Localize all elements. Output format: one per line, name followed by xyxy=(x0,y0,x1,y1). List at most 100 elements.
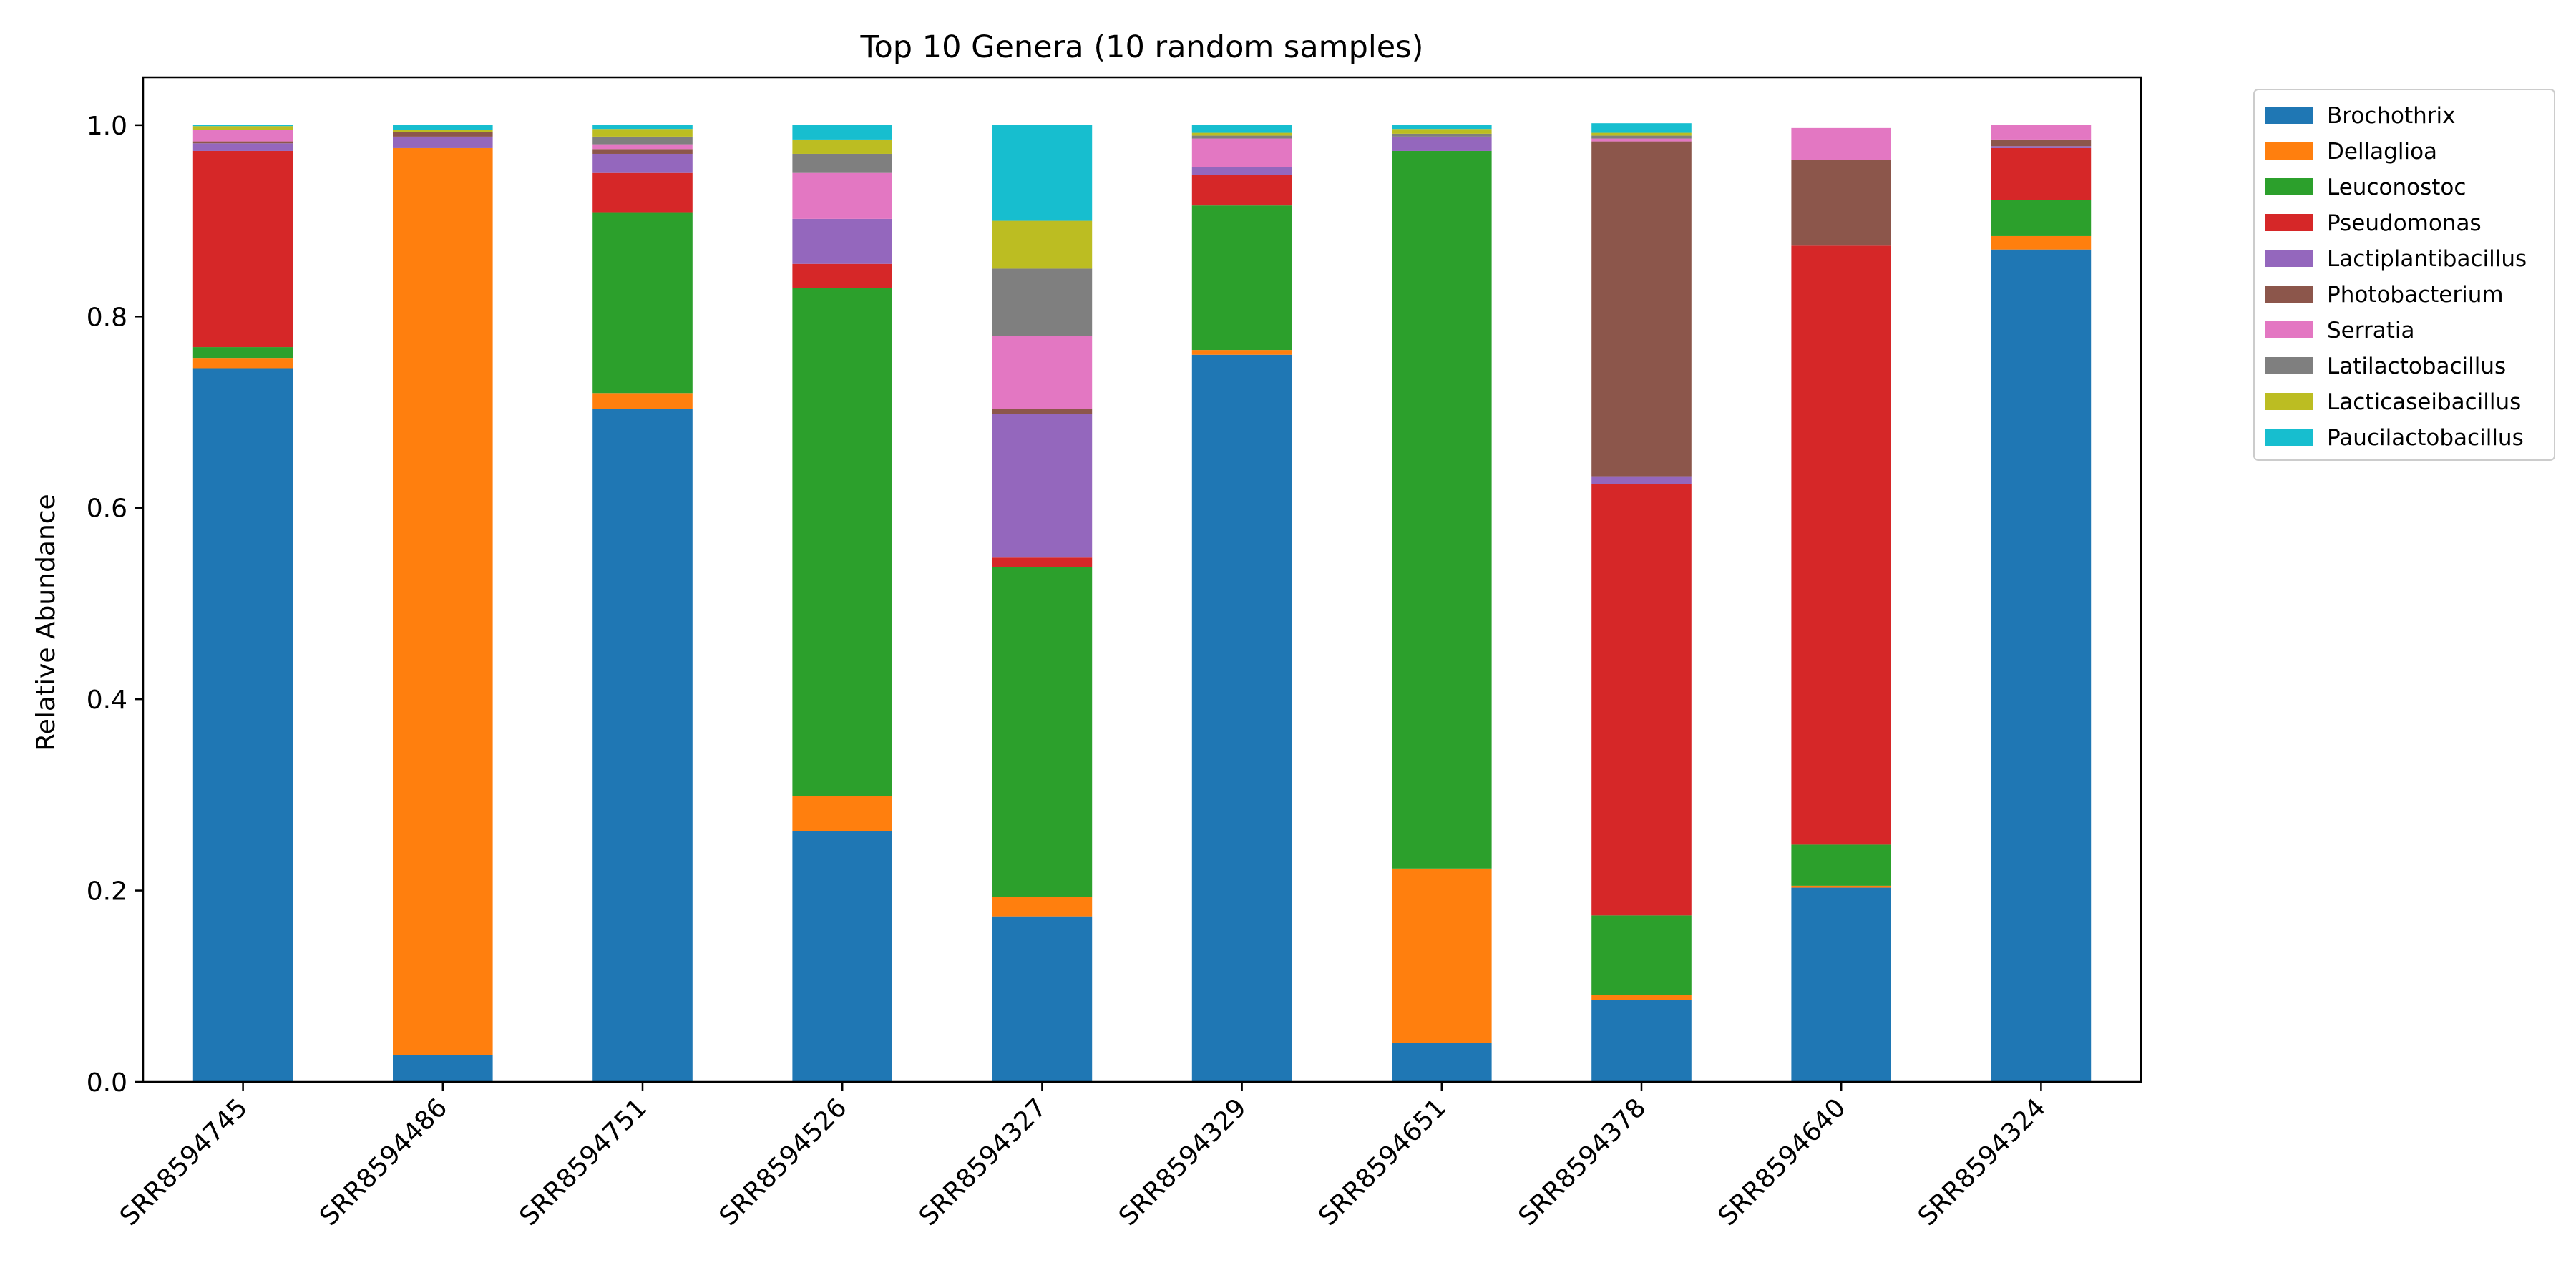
bar-segment-SRR8594745-pseudomonas xyxy=(192,150,293,348)
bar-segment-SRR8594324-brochothrix xyxy=(1991,249,2092,1083)
legend-label-serratia: Serratia xyxy=(2327,318,2414,343)
legend-swatch-serratia xyxy=(2265,321,2313,338)
bar-segment-SRR8594745-lacticaseibacillus xyxy=(192,126,293,130)
bar-segment-SRR8594329-pseudomonas xyxy=(1191,175,1292,206)
bar-segment-SRR8594378-lacticaseibacillus xyxy=(1591,132,1692,136)
bar-segment-SRR8594329-paucilactobacillus xyxy=(1191,125,1292,133)
legend-swatch-photobacterium xyxy=(2265,286,2313,303)
y-axis-label: Relative Abundance xyxy=(31,494,61,751)
bar-segment-SRR8594745-dellaglioa xyxy=(192,358,293,369)
bar-segment-SRR8594486-dellaglioa xyxy=(393,147,493,1055)
legend-label-lactiplantibacillus: Lactiplantibacillus xyxy=(2327,246,2527,272)
y-tick-label: 0.4 xyxy=(87,686,127,715)
bar-segment-SRR8594640-serratia xyxy=(1791,127,1891,160)
bar-segment-SRR8594378-latilactobacillus xyxy=(1591,135,1692,139)
bar-segment-SRR8594329-brochothrix xyxy=(1191,354,1292,1082)
bar-segment-SRR8594745-lactiplantibacillus xyxy=(192,143,293,151)
bar-segment-SRR8594327-photobacterium xyxy=(992,409,1093,414)
bar-segment-SRR8594378-lactiplantibacillus xyxy=(1591,476,1692,484)
bar-segment-SRR8594751-photobacterium xyxy=(592,149,693,154)
legend: Brochothrix Dellaglioa Leuconostoc Pseudomo… xyxy=(2253,89,2555,461)
legend-swatch-latilactobacillus xyxy=(2265,357,2313,374)
bar-segment-SRR8594651-latilactobacillus xyxy=(1392,133,1492,137)
bar-segment-SRR8594327-leuconostoc xyxy=(992,567,1093,897)
legend-label-pseudomonas: Pseudomonas xyxy=(2327,210,2482,236)
y-tick-label: 0.2 xyxy=(87,877,127,907)
bar-segment-SRR8594526-lactiplantibacillus xyxy=(792,218,892,264)
bar-segment-SRR8594486-lactiplantibacillus xyxy=(393,136,493,148)
chart-title: Top 10 Genera (10 random samples) xyxy=(860,29,1424,65)
bar-segment-SRR8594751-leuconostoc xyxy=(592,212,693,394)
bar-segment-SRR8594751-pseudomonas xyxy=(592,172,693,213)
bar-segment-SRR8594651-brochothrix xyxy=(1392,1043,1492,1082)
bar-segment-SRR8594486-paucilactobacillus xyxy=(393,125,493,130)
bar-segment-SRR8594378-serratia xyxy=(1591,138,1692,142)
y-tick-label: 0.0 xyxy=(87,1068,127,1098)
bar-segment-SRR8594378-pseudomonas xyxy=(1591,484,1692,916)
bar-segment-SRR8594327-lacticaseibacillus xyxy=(992,220,1093,269)
bar-segment-SRR8594526-paucilactobacillus xyxy=(792,125,892,140)
bar-segment-SRR8594526-brochothrix xyxy=(792,831,892,1082)
bar-segment-SRR8594327-brochothrix xyxy=(992,916,1093,1082)
bar-segment-SRR8594640-pseudomonas xyxy=(1791,245,1891,845)
legend-swatch-brochothrix xyxy=(2265,107,2313,124)
bar-segment-SRR8594324-serratia xyxy=(1991,125,2092,140)
legend-label-leuconostoc: Leuconostoc xyxy=(2327,175,2466,200)
bar-segment-SRR8594751-dellaglioa xyxy=(592,393,693,409)
bar-segment-SRR8594651-leuconostoc xyxy=(1392,150,1492,869)
bar-segment-SRR8594324-lactiplantibacillus xyxy=(1991,146,2092,148)
bar-segment-SRR8594327-latilactobacillus xyxy=(992,268,1093,336)
y-tick-label: 0.6 xyxy=(87,494,127,524)
bar-segment-SRR8594329-lactiplantibacillus xyxy=(1191,167,1292,175)
bar-segment-SRR8594327-paucilactobacillus xyxy=(992,125,1093,221)
bar-segment-SRR8594651-paucilactobacillus xyxy=(1392,125,1492,130)
y-tick-label: 0.8 xyxy=(87,303,127,332)
bar-segment-SRR8594327-lactiplantibacillus xyxy=(992,414,1093,558)
y-tick-label: 1.0 xyxy=(87,112,127,141)
bar-segment-SRR8594640-brochothrix xyxy=(1791,887,1891,1082)
bar-segment-SRR8594651-lactiplantibacillus xyxy=(1392,136,1492,151)
bar-segment-SRR8594327-dellaglioa xyxy=(992,897,1093,917)
bar-segment-SRR8594640-dellaglioa xyxy=(1791,885,1891,888)
bar-segment-SRR8594751-lactiplantibacillus xyxy=(592,153,693,173)
legend-frame xyxy=(2253,89,2555,461)
bar-segment-SRR8594486-lacticaseibacillus xyxy=(393,130,493,132)
bar-segment-SRR8594526-dellaglioa xyxy=(792,796,892,831)
legend-label-dellaglioa: Dellaglioa xyxy=(2327,139,2437,165)
bar-segment-SRR8594526-pseudomonas xyxy=(792,263,892,288)
bar-segment-SRR8594324-pseudomonas xyxy=(1991,147,2092,200)
bar-segment-SRR8594751-lacticaseibacillus xyxy=(592,129,693,137)
bar-segment-SRR8594651-dellaglioa xyxy=(1392,868,1492,1043)
plot-frame xyxy=(142,76,2142,1083)
bar-segment-SRR8594526-serratia xyxy=(792,172,892,219)
bar-segment-SRR8594327-pseudomonas xyxy=(992,557,1093,567)
bar-segment-SRR8594751-latilactobacillus xyxy=(592,136,693,145)
bar-segment-SRR8594378-leuconostoc xyxy=(1591,915,1692,995)
bar-segment-SRR8594327-serratia xyxy=(992,336,1093,409)
bar-segment-SRR8594329-latilactobacillus xyxy=(1191,135,1292,139)
bar-segment-SRR8594751-serratia xyxy=(592,144,693,150)
bar-segment-SRR8594486-photobacterium xyxy=(393,132,493,137)
legend-label-paucilactobacillus: Paucilactobacillus xyxy=(2327,425,2524,451)
bar-segment-SRR8594486-brochothrix xyxy=(393,1055,493,1082)
legend-swatch-paucilactobacillus xyxy=(2265,429,2313,446)
bar-segment-SRR8594378-brochothrix xyxy=(1591,1000,1692,1082)
legend-swatch-leuconostoc xyxy=(2265,178,2313,195)
bar-segment-SRR8594745-paucilactobacillus xyxy=(192,125,293,127)
bar-segment-SRR8594329-serratia xyxy=(1191,138,1292,167)
bar-segment-SRR8594745-serratia xyxy=(192,130,293,142)
bar-segment-SRR8594324-photobacterium xyxy=(1991,139,2092,147)
bar-segment-SRR8594324-leuconostoc xyxy=(1991,200,2092,236)
legend-swatch-lacticaseibacillus xyxy=(2265,393,2313,410)
bar-segment-SRR8594329-dellaglioa xyxy=(1191,350,1292,355)
bar-segment-SRR8594378-photobacterium xyxy=(1591,141,1692,477)
bar-segment-SRR8594378-dellaglioa xyxy=(1591,995,1692,1000)
legend-swatch-lactiplantibacillus xyxy=(2265,250,2313,267)
bar-segment-SRR8594526-leuconostoc xyxy=(792,288,892,796)
legend-label-photobacterium: Photobacterium xyxy=(2327,282,2504,308)
bar-segment-SRR8594526-lacticaseibacillus xyxy=(792,139,892,154)
bar-segment-SRR8594745-photobacterium xyxy=(192,141,293,144)
legend-label-latilactobacillus: Latilactobacillus xyxy=(2327,353,2506,379)
bar-segment-SRR8594751-paucilactobacillus xyxy=(592,125,693,130)
